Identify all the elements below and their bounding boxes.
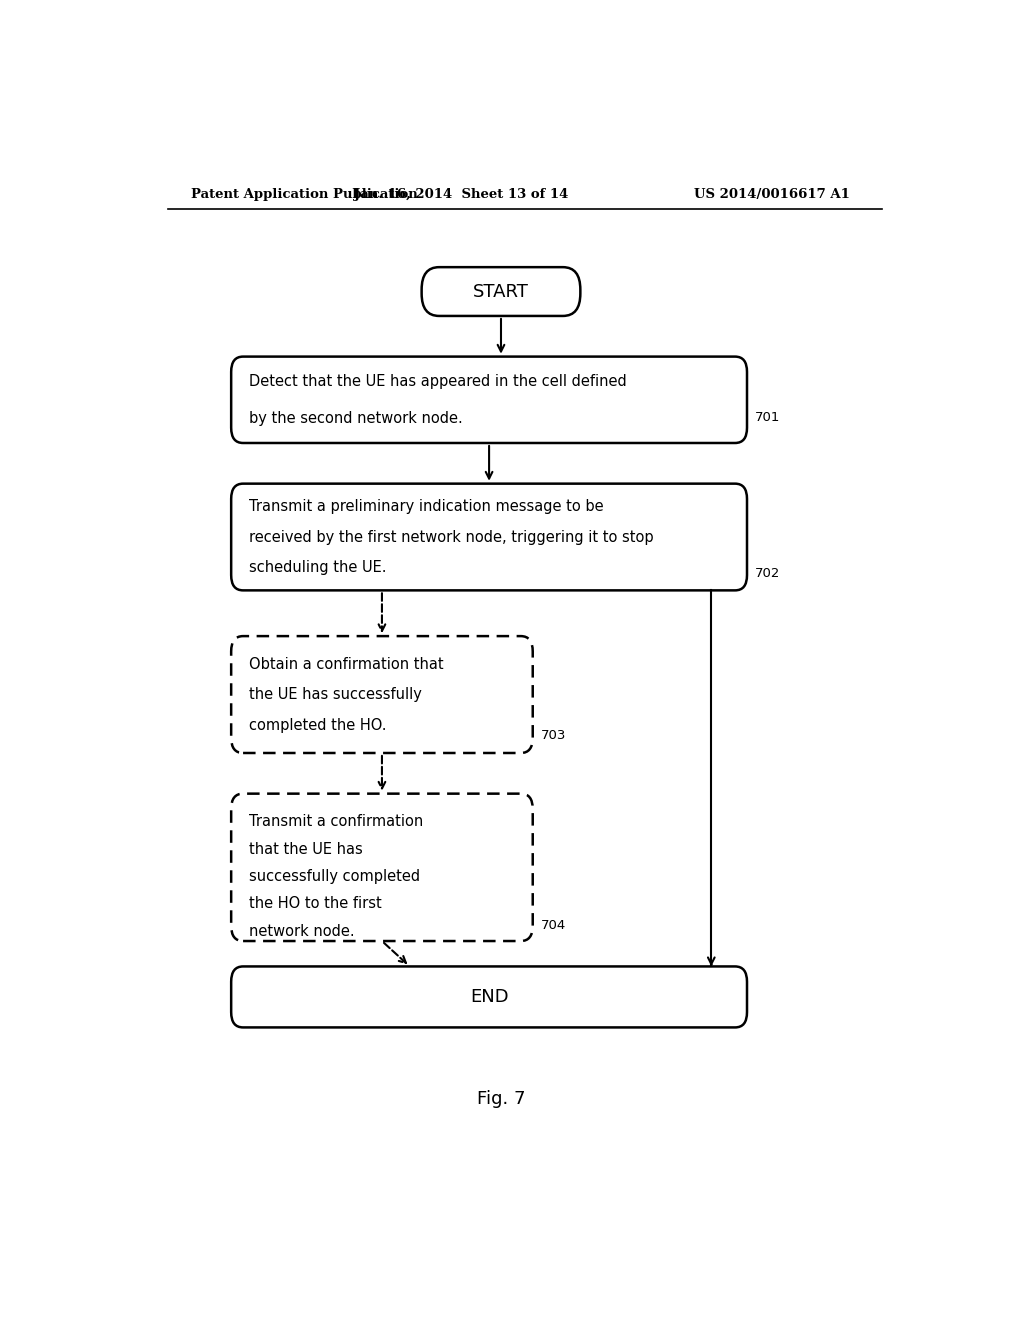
FancyBboxPatch shape [422,267,581,315]
Text: 704: 704 [541,919,566,932]
Text: 702: 702 [755,566,780,579]
Text: Transmit a preliminary indication message to be: Transmit a preliminary indication messag… [249,499,603,513]
Text: Transmit a confirmation: Transmit a confirmation [249,814,423,829]
FancyBboxPatch shape [231,966,748,1027]
Text: Obtain a confirmation that: Obtain a confirmation that [249,656,443,672]
Text: 701: 701 [755,411,780,424]
Text: successfully completed: successfully completed [249,869,420,884]
Text: US 2014/0016617 A1: US 2014/0016617 A1 [694,189,850,202]
Text: Jan. 16, 2014  Sheet 13 of 14: Jan. 16, 2014 Sheet 13 of 14 [354,189,568,202]
Text: completed the HO.: completed the HO. [249,718,386,733]
FancyBboxPatch shape [231,636,532,752]
FancyBboxPatch shape [231,793,532,941]
Text: scheduling the UE.: scheduling the UE. [249,560,386,576]
Text: Patent Application Publication: Patent Application Publication [191,189,418,202]
Text: Fig. 7: Fig. 7 [477,1089,525,1107]
Text: END: END [470,987,508,1006]
Text: network node.: network node. [249,924,354,939]
Text: Detect that the UE has appeared in the cell defined: Detect that the UE has appeared in the c… [249,374,627,389]
Text: by the second network node.: by the second network node. [249,411,463,425]
FancyBboxPatch shape [231,483,748,590]
Text: received by the first network node, triggering it to stop: received by the first network node, trig… [249,529,653,545]
Text: the HO to the first: the HO to the first [249,896,381,911]
Text: that the UE has: that the UE has [249,842,362,857]
Text: START: START [473,282,529,301]
Text: 703: 703 [541,729,566,742]
Text: the UE has successfully: the UE has successfully [249,686,422,702]
FancyBboxPatch shape [231,356,748,444]
